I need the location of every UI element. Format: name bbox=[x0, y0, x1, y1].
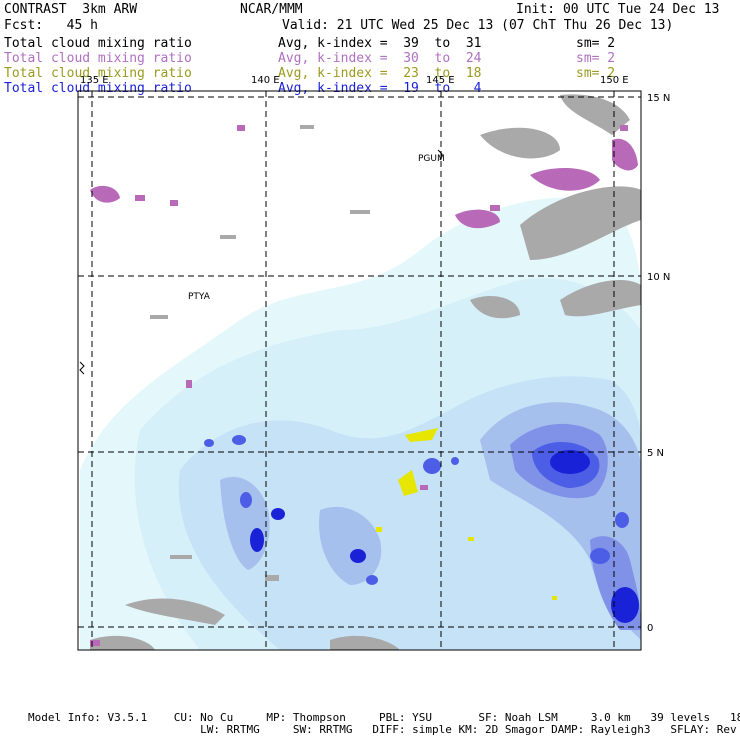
lon-label-140: 140 E bbox=[251, 75, 280, 86]
low-cloud-2 bbox=[398, 470, 418, 496]
model-title: CONTRAST 3km ARW bbox=[4, 2, 138, 17]
cloud-core-1 bbox=[550, 450, 590, 474]
cloud-core-13 bbox=[451, 457, 459, 465]
model-info-line-2: LW: RRTMG SW: RRTMG DIFF: simple KM: 2D … bbox=[28, 723, 740, 736]
forecast-hour: Fcst: 45 h bbox=[4, 18, 98, 33]
cloud-core-7 bbox=[271, 508, 285, 520]
cloud-core-4 bbox=[615, 512, 629, 528]
valid-time: Valid: 21 UTC Wed 25 Dec 13 (07 ChT Thu … bbox=[282, 18, 674, 33]
field-3-name: Total cloud mixing ratio bbox=[4, 66, 192, 81]
field-4-name: Total cloud mixing ratio bbox=[4, 81, 192, 96]
model-info-line-1: Model Info: V3.5.1 CU: No Cu MP: Thompso… bbox=[28, 711, 740, 724]
mid-cloud-patches bbox=[90, 125, 638, 646]
map-frame bbox=[77, 90, 642, 651]
lat-label-0: 0 bbox=[647, 623, 653, 634]
station-ptya: PTYA bbox=[188, 292, 211, 302]
field-2-sm: sm= 2 bbox=[576, 51, 616, 66]
island-mark bbox=[79, 361, 85, 375]
low-cloud-4 bbox=[552, 596, 557, 600]
field-4-range: Avg, k-index = 19 to 4 bbox=[278, 81, 482, 96]
cloud-core-8 bbox=[350, 549, 366, 563]
lat-label-15n: 15 N bbox=[647, 93, 670, 104]
init-time: Init: 00 UTC Tue 24 Dec 13 bbox=[516, 2, 720, 17]
high-cloud-patches bbox=[90, 94, 641, 650]
cloud-core-3 bbox=[590, 548, 610, 564]
lon-label-145: 145 E bbox=[426, 75, 455, 86]
field-3-range: Avg, k-index = 23 to 18 bbox=[278, 66, 482, 81]
cloud-core-9 bbox=[366, 575, 378, 585]
lat-lon-grid bbox=[78, 91, 641, 650]
low-cloud-5 bbox=[468, 537, 474, 541]
cloud-core-6 bbox=[240, 492, 252, 508]
cloud-core-10 bbox=[423, 458, 441, 474]
cloud-core-11 bbox=[232, 435, 246, 445]
lat-label-10n: 10 N bbox=[647, 272, 670, 283]
field-2-range: Avg, k-index = 30 to 24 bbox=[278, 51, 482, 66]
guam-mark bbox=[437, 149, 443, 161]
lon-label-150: 150 E bbox=[600, 75, 629, 86]
cloud-core-2 bbox=[611, 587, 639, 623]
cloud-core-12 bbox=[204, 439, 214, 447]
lat-label-5n: 5 N bbox=[647, 448, 664, 459]
low-cloud-1 bbox=[405, 428, 438, 442]
cloud-core-5 bbox=[250, 528, 264, 552]
station-pgum: PGUM bbox=[418, 154, 445, 164]
field-1-sm: sm= 2 bbox=[576, 36, 616, 51]
field-2-name: Total cloud mixing ratio bbox=[4, 51, 192, 66]
cloud-field-blue-7 bbox=[319, 506, 382, 585]
center-name: NCAR/MMM bbox=[240, 2, 303, 17]
field-1-range: Avg, k-index = 39 to 31 bbox=[278, 36, 482, 51]
field-3-sm: sm= 2 bbox=[576, 66, 616, 81]
field-1-name: Total cloud mixing ratio bbox=[4, 36, 192, 51]
lon-label-135: 135 E bbox=[80, 75, 109, 86]
low-cloud-3 bbox=[376, 527, 382, 532]
